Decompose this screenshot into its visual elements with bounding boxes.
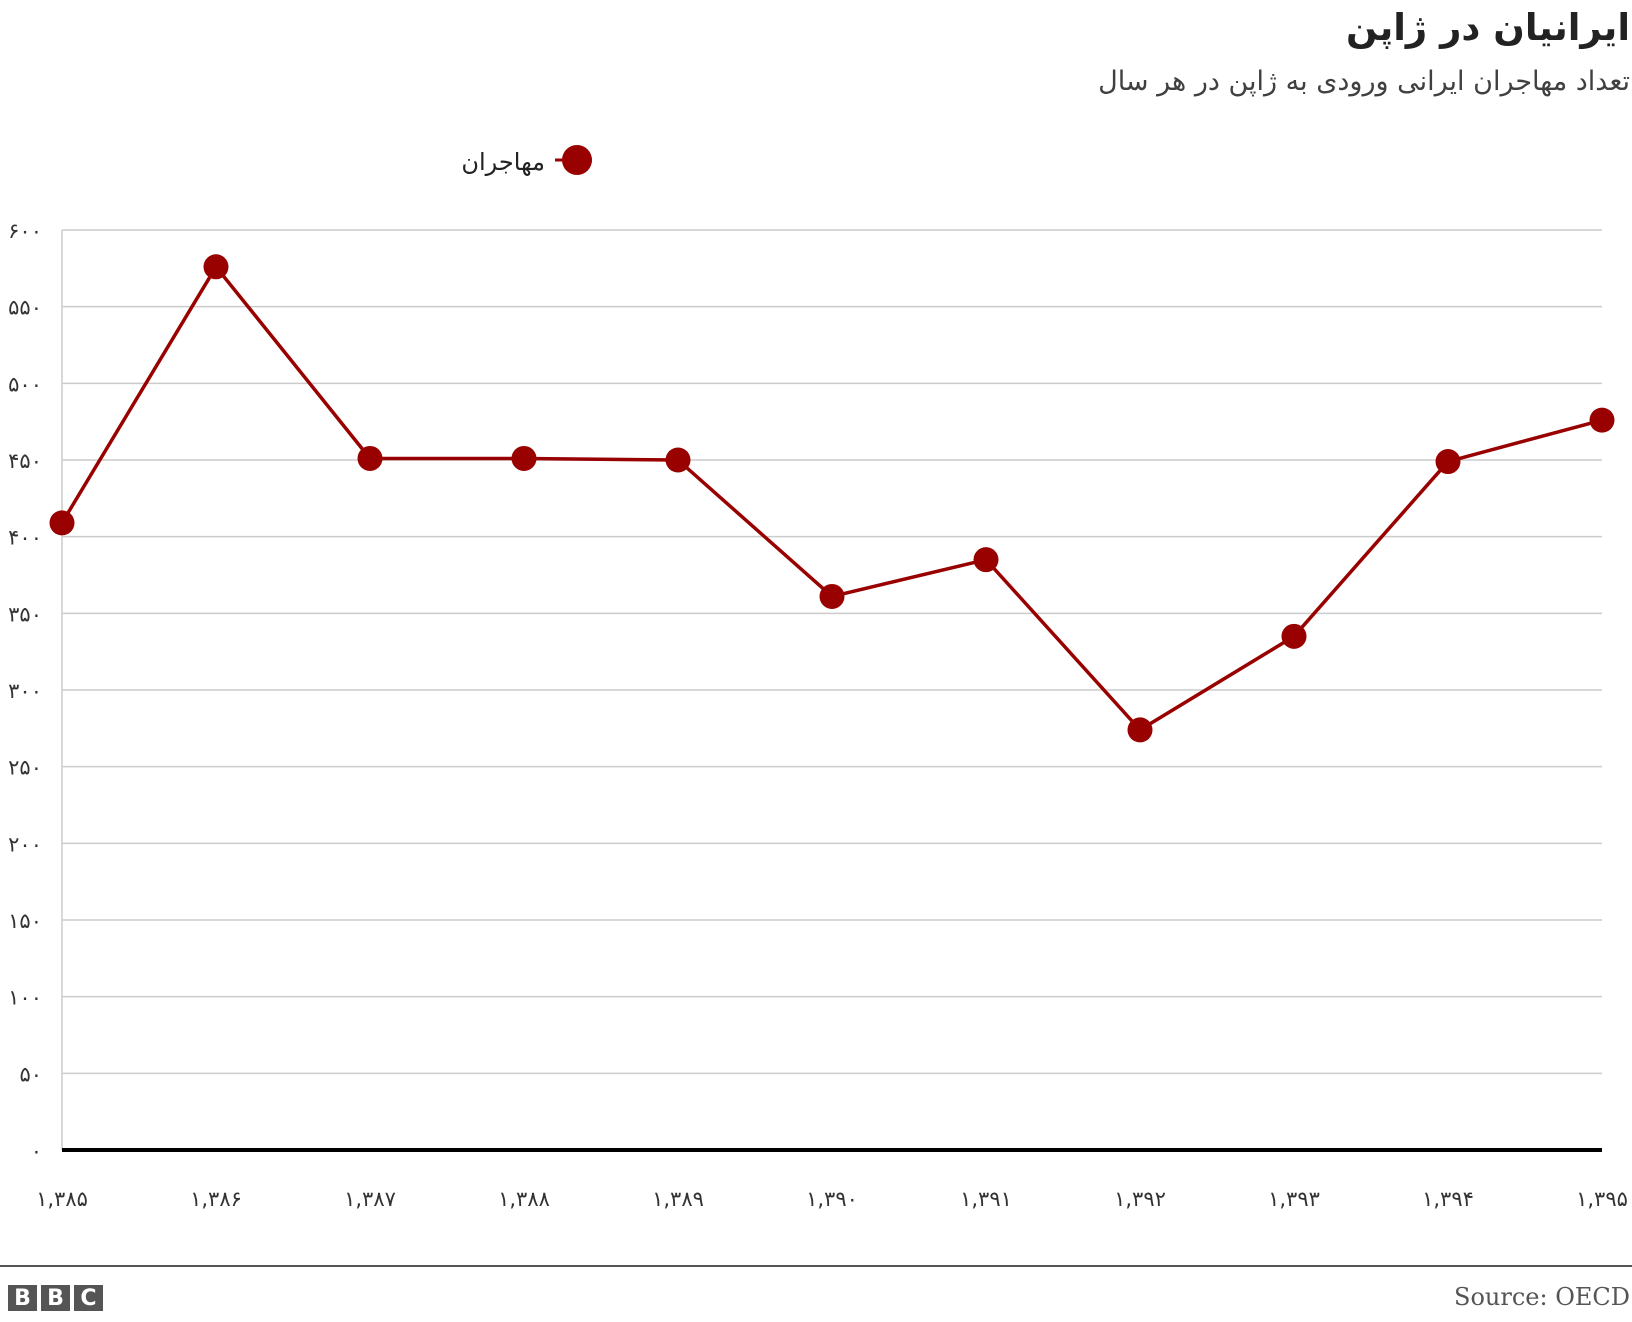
- x-tick-label: ۱,۳۹۱: [960, 1187, 1012, 1211]
- y-tick-label: ۵۰: [19, 1062, 42, 1086]
- y-tick-label: ۵۰۰: [8, 372, 42, 396]
- x-tick-label: ۱,۳۹۵: [1576, 1187, 1628, 1211]
- x-tick-label: ۱,۳۸۵: [36, 1187, 88, 1211]
- x-axis-ticks: ۱,۳۸۵ ۱,۳۸۶ ۱,۳۸۷ ۱,۳۸۸ ۱,۳۸۹ ۱,۳۹۰ ۱,۳۹۱ ۱,۳۹۲…: [36, 1187, 1628, 1211]
- x-tick-label: ۱,۳۸۸: [498, 1187, 550, 1211]
- y-axis-ticks: ۰ ۵۰ ۱۰۰ ۱۵۰ ۲۰۰ ۲۵۰ ۳۰۰ ۳۵۰ ۴۰۰ ۴۵۰ ۵۰۰ ۵۵۰ ۶۰۰: [8, 219, 42, 1163]
- data-point: [1127, 717, 1153, 743]
- y-tick-label: ۳۵۰: [8, 602, 42, 626]
- chart-title: ایرانیان در ژاپن: [1346, 6, 1630, 49]
- legend-label: مهاجران: [461, 148, 545, 176]
- bbc-logo: B B C: [8, 1285, 103, 1311]
- x-tick-label: ۱,۳۹۰: [806, 1187, 858, 1211]
- series-line: [60, 265, 1603, 732]
- x-tick-label: ۱,۳۹۲: [1114, 1187, 1166, 1211]
- x-tick-label: ۱,۳۹۴: [1422, 1187, 1474, 1211]
- y-tick-label: ۲۰۰: [8, 832, 42, 856]
- bbc-logo-letter: B: [41, 1285, 70, 1311]
- data-point: [665, 447, 691, 473]
- data-point: [511, 445, 537, 471]
- data-point: [819, 583, 845, 609]
- y-tick-label: ۴۵۰: [8, 449, 42, 473]
- bbc-logo-letter: C: [74, 1285, 103, 1311]
- y-tick-label: ۱۵۰: [8, 909, 42, 933]
- series-line-path: [60, 265, 1603, 732]
- data-point: [357, 445, 383, 471]
- data-point: [49, 510, 75, 536]
- footer-divider: [0, 1265, 1632, 1267]
- y-tick-label: ۶۰۰: [8, 219, 42, 243]
- chart-subtitle: تعداد مهاجران ایرانی ورودی به ژاپن در هر…: [1098, 66, 1630, 97]
- y-tick-label: ۵۵۰: [8, 296, 42, 320]
- y-tick-label: ۱۰۰: [8, 986, 42, 1010]
- legend-marker-icon: [562, 145, 592, 175]
- x-tick-label: ۱,۳۸۷: [344, 1187, 396, 1211]
- gridlines: [61, 229, 1602, 1152]
- series-points: [49, 254, 1615, 743]
- x-tick-label: ۱,۳۸۹: [652, 1187, 704, 1211]
- y-tick-label: ۰: [31, 1139, 42, 1163]
- y-tick-label: ۴۰۰: [8, 526, 42, 550]
- x-tick-label: ۱,۳۸۶: [190, 1187, 242, 1211]
- y-tick-label: ۲۵۰: [8, 756, 42, 780]
- data-point: [1589, 407, 1615, 433]
- legend: مهاجران: [461, 145, 592, 176]
- x-tick-label: ۱,۳۹۳: [1268, 1187, 1320, 1211]
- data-point: [973, 547, 999, 573]
- line-chart: ۰ ۵۰ ۱۰۰ ۱۵۰ ۲۰۰ ۲۵۰ ۳۰۰ ۳۵۰ ۴۰۰ ۴۵۰ ۵۰۰ ۵۵۰ ۶۰۰ ۱,۳…: [8, 145, 1628, 1211]
- bbc-logo-letter: B: [8, 1285, 37, 1311]
- source-note: Source: OECD: [1454, 1283, 1630, 1311]
- y-tick-label: ۳۰۰: [8, 679, 42, 703]
- data-point: [1435, 449, 1461, 475]
- data-point: [203, 254, 229, 280]
- data-point: [1281, 623, 1307, 649]
